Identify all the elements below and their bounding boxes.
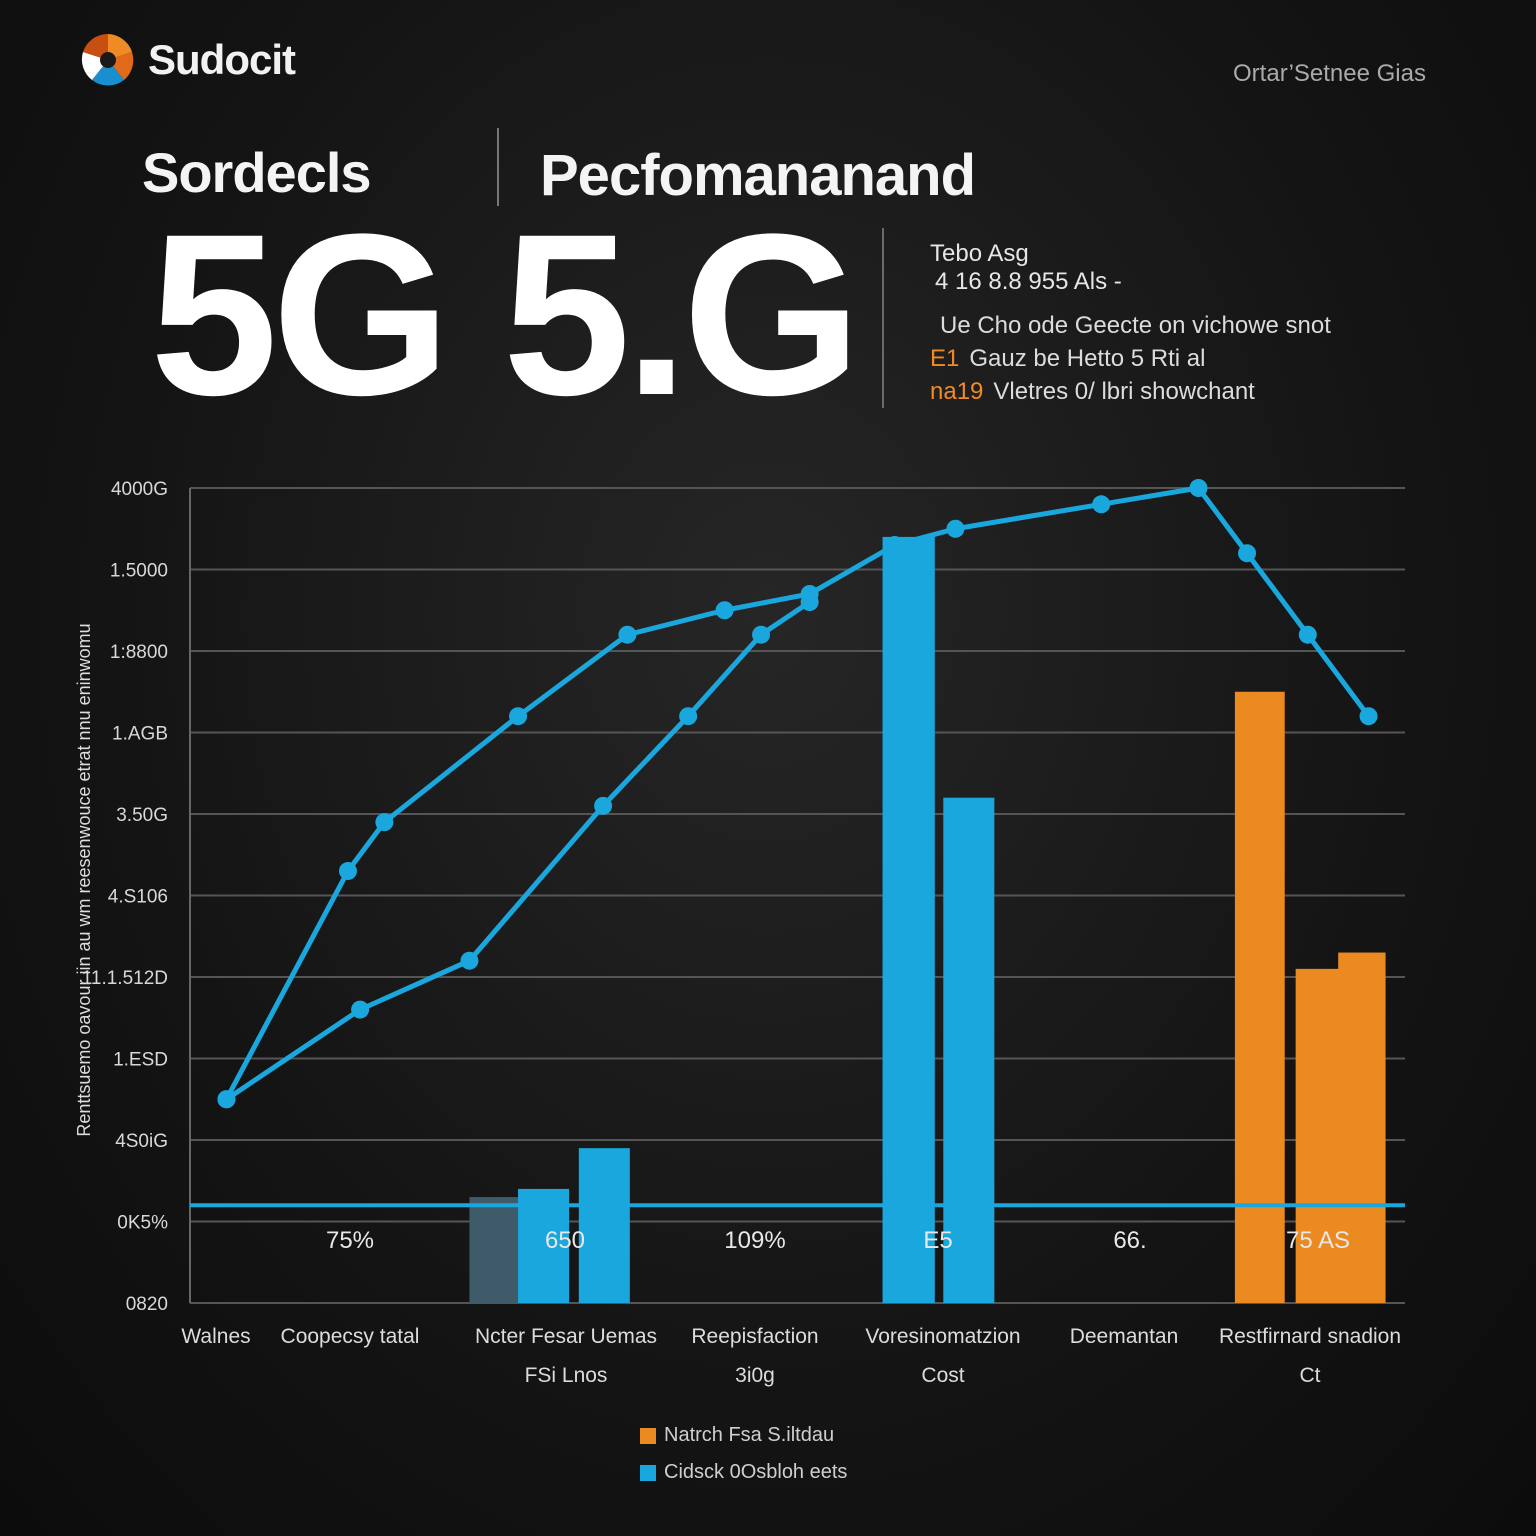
y-tick-labels: 4000G 1.5000 1:8800 1.AGB 3.50G 4.S106 11.1.51… [82, 479, 168, 1315]
series-point [460, 951, 479, 970]
bar [882, 536, 935, 1303]
info-line-text: Vletres 0/ lbri showchant [993, 378, 1255, 405]
series-point [509, 707, 528, 726]
legend-label: Cidsck 0Osbloh eets [664, 1461, 848, 1483]
chart-lines [217, 479, 1378, 1109]
bar-value-label: 75% [326, 1227, 374, 1254]
x-category-sublabel: FSi Lnos [525, 1364, 608, 1387]
legend-swatch-blue [640, 1464, 656, 1481]
top-right-label: Ortar’Setnee Gias [1233, 60, 1426, 87]
x-category-labels: Walnes Coopecsy tatal Ncter Fesar Uemas FSi… [181, 1325, 1401, 1387]
bar [469, 1197, 519, 1303]
header-divider [497, 128, 499, 206]
series-point [618, 625, 637, 644]
series-point [885, 536, 904, 555]
bar-value-labels: 75% 650 109% E5 66. 75 AS [326, 1227, 1350, 1254]
bar-value-label: 650 [545, 1227, 585, 1254]
y-axis-label: Renttsuemo oavour iin au wm reesenwouce … [74, 623, 94, 1136]
series-point [1092, 495, 1111, 514]
series-point [594, 796, 613, 815]
series-point [1238, 544, 1257, 563]
y-tick-label: 11.1.512D [82, 968, 168, 989]
bar [578, 1148, 630, 1303]
big-5g-title: 5G 5.G [150, 186, 861, 443]
series-point [338, 862, 357, 881]
y-tick-label: 1.5000 [110, 561, 168, 582]
series-point [1298, 625, 1317, 644]
y-tick-label: 0K5% [117, 1213, 168, 1234]
series-line [224, 485, 1371, 1101]
logo-icon [81, 33, 134, 86]
bar-value-label: 66. [1113, 1227, 1146, 1254]
info-title: Tebo Asg [930, 240, 1029, 267]
series-point [800, 593, 819, 612]
series-point [1189, 479, 1208, 497]
info-line: E1 Gauz be Hetto 5 Rti al [930, 345, 1205, 373]
x-category-label: Walnes [181, 1325, 250, 1348]
legend-label: Natrch Fsa S.iltdau [664, 1424, 835, 1446]
series-point [1359, 707, 1378, 726]
bar [1295, 968, 1342, 1303]
bar-value-label: 75 AS [1286, 1227, 1350, 1254]
chart-bars [469, 536, 1386, 1303]
info-line: na19 Vletres 0/ lbri showchant [930, 378, 1255, 406]
y-tick-label: 1.ESD [113, 1050, 168, 1071]
bar-value-label: 109% [724, 1227, 785, 1254]
y-tick-label: 1:8800 [110, 642, 168, 663]
x-category-label: Voresinomatzion [865, 1325, 1020, 1348]
chart-grid [189, 487, 1405, 1304]
bar [518, 1188, 570, 1303]
series-point [946, 519, 965, 538]
x-category-label: Restfirnard snadion [1219, 1325, 1401, 1348]
legend-item: Natrch Fsa S.iltdau [640, 1424, 847, 1447]
series-line [225, 600, 812, 1102]
chart-legend: Natrch Fsa S.iltdau Cidsck 0Osbloh eets [640, 1424, 847, 1498]
performance-title: Pecfomananand [540, 143, 976, 208]
info-line-text: Gauz be Hetto 5 Rti al [969, 345, 1206, 372]
x-category-sublabel: 3i0g [735, 1364, 775, 1387]
y-tick-label: 1.AGB [112, 724, 168, 745]
legend-item: Cidsck 0Osbloh eets [640, 1461, 847, 1484]
info-line-text: Ue Cho ode Geecte on vichowe snot [940, 312, 1331, 339]
x-category-label: Coopecsy tatal [281, 1325, 420, 1348]
series-point [217, 1090, 236, 1109]
y-tick-label: 3.50G [116, 805, 168, 826]
bar [1234, 691, 1285, 1303]
x-category-sublabel: Ct [1300, 1364, 1321, 1387]
brand-title: Sordecls [142, 141, 372, 204]
bar [1338, 952, 1386, 1303]
legend-swatch-orange [640, 1427, 656, 1444]
series-point [715, 601, 734, 620]
x-category-sublabel: Cost [921, 1364, 964, 1387]
info-divider [882, 228, 884, 408]
y-tick-label: 4000G [111, 479, 168, 500]
y-tick-label: 4S0iG [115, 1131, 168, 1152]
logo-text: Sudocit [148, 36, 296, 83]
info-line-prefix: E1 [930, 345, 960, 372]
y-tick-label: 0820 [126, 1294, 168, 1315]
x-category-label: Deemantan [1070, 1325, 1179, 1348]
series-point [351, 1000, 370, 1019]
y-tick-label: 4.S106 [108, 887, 168, 908]
bar [943, 797, 995, 1303]
x-category-label: Reepisfaction [691, 1325, 818, 1348]
series-point [679, 707, 698, 726]
logo: Sudocit [78, 30, 296, 90]
x-category-label: Ncter Fesar Uemas [475, 1325, 657, 1348]
info-subtitle: 4 16 8.8 955 Als - [935, 268, 1122, 295]
series-point [752, 625, 771, 644]
bar-value-label: E5 [923, 1227, 952, 1254]
info-line-prefix: na19 [930, 378, 984, 405]
info-line: Ue Cho ode Geecte on vichowe snot [930, 312, 1331, 340]
series-point [375, 813, 394, 832]
